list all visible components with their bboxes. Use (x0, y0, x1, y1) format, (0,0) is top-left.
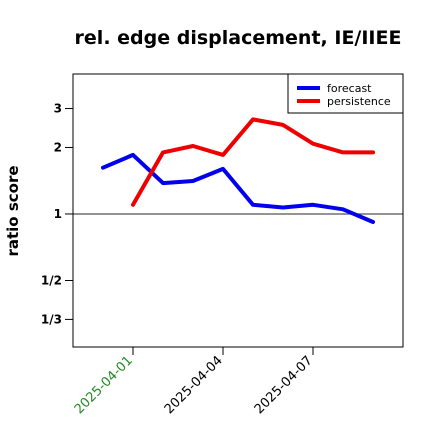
y-tick-label: 1/3 (41, 312, 62, 326)
series-line-persistence (131, 117, 375, 207)
y-tick-label: 1/2 (41, 273, 62, 287)
x-axis: 2025-04-01 2025-04-04 2025-04-07 (72, 347, 316, 417)
legend-label-persistence: persistence (327, 95, 391, 108)
chart-title: rel. edge displacement, IE/IIEE (75, 27, 402, 49)
x-tick-label: 2025-04-07 (252, 353, 316, 417)
legend-box (287, 73, 404, 114)
x-tick-label: 2025-04-04 (162, 353, 226, 417)
y-tick-label: 1 (54, 207, 62, 221)
plot-frame (72, 73, 404, 348)
y-tick-label: 3 (54, 102, 62, 116)
series-line-forecast (101, 152, 375, 224)
y-axis: 1/3 1/2 1 2 3 (41, 102, 73, 326)
y-axis-label: ratio score (4, 165, 22, 256)
legend: forecast persistence (287, 73, 404, 114)
legend-label-forecast: forecast (327, 82, 372, 95)
y-tick-label: 2 (54, 140, 62, 154)
series-layer (101, 117, 375, 224)
x-tick-label: 2025-04-01 (72, 353, 136, 417)
